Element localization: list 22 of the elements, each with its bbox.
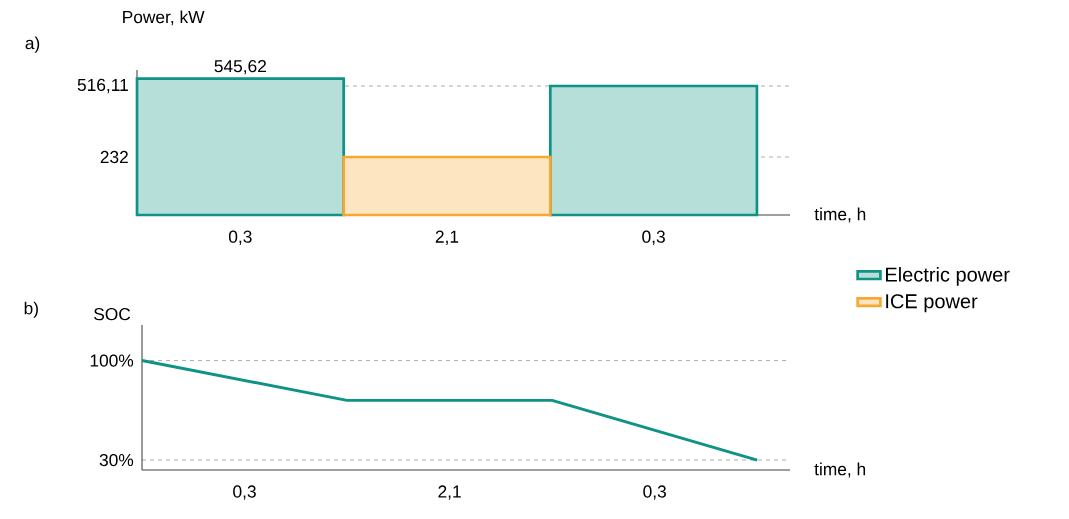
legend-label: ICE power bbox=[886, 294, 978, 313]
x-tick-label: 0,3 bbox=[228, 230, 252, 245]
y-tick-label: 516,11 bbox=[77, 78, 128, 94]
bar bbox=[135, 77, 345, 217]
chart-title: a) bbox=[25, 36, 40, 53]
text: 0,3 bbox=[233, 485, 256, 500]
x-axis-title: time, h bbox=[814, 207, 866, 223]
y-tick-label: 30% bbox=[99, 453, 134, 467]
bar bbox=[342, 155, 552, 217]
y-tick-label: 232 bbox=[100, 150, 128, 164]
y-axis-title: SOC bbox=[94, 308, 131, 321]
x-tick-label: 2,1 bbox=[435, 230, 459, 245]
text: 0,3 bbox=[643, 485, 666, 500]
x-tick-label: 0,3 bbox=[642, 230, 665, 245]
y-tick-label: 100% bbox=[90, 354, 134, 367]
y-axis-title: Power, kW bbox=[123, 10, 205, 26]
chart-title: b) bbox=[24, 301, 38, 318]
text: 2,1 bbox=[438, 485, 461, 500]
bar bbox=[548, 84, 759, 217]
legend-label: Electric power bbox=[886, 267, 1010, 286]
x-axis-title: time, h bbox=[814, 462, 866, 478]
data-label: 545,62 bbox=[214, 60, 266, 75]
